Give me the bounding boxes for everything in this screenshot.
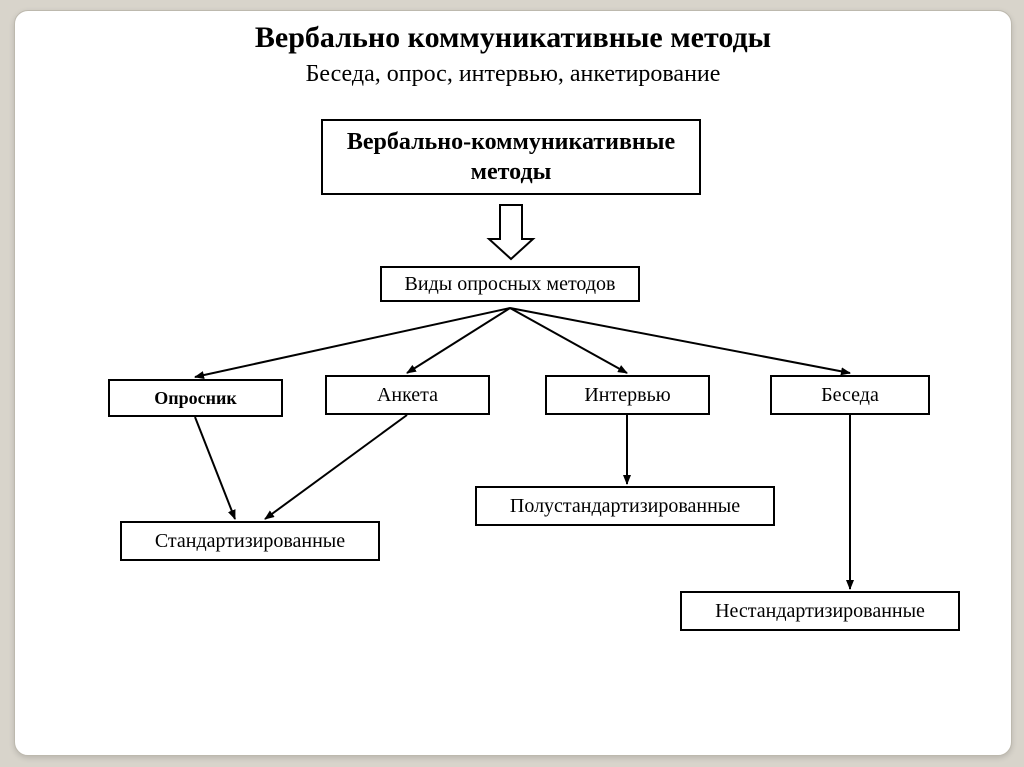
node-interview-label: Интервью: [584, 383, 670, 408]
node-beseda-label: Беседа: [821, 383, 879, 408]
slide-subtitle: Беседа, опрос, интервью, анкетирование: [15, 61, 1011, 88]
node-types-label: Виды опросных методов: [405, 272, 616, 297]
node-semi: Полустандартизированные: [475, 486, 775, 526]
slide-title: Вербально коммуникативные методы: [15, 21, 1011, 55]
node-types: Виды опросных методов: [380, 266, 640, 302]
node-questionnaire-label: Опросник: [154, 387, 237, 410]
node-standardized-label: Стандартизированные: [155, 529, 345, 554]
node-root-line2: методы: [347, 157, 675, 187]
slide-frame: Вербально коммуникативные методы Беседа,…: [14, 10, 1012, 756]
node-nonstd: Нестандартизированные: [680, 591, 960, 631]
node-nonstd-label: Нестандартизированные: [715, 599, 925, 624]
node-interview: Интервью: [545, 375, 710, 415]
node-standardized: Стандартизированные: [120, 521, 380, 561]
node-questionnaire: Опросник: [108, 379, 283, 417]
node-root-line1: Вербально-коммуникативные: [347, 127, 675, 157]
node-beseda: Беседа: [770, 375, 930, 415]
node-semi-label: Полустандартизированные: [510, 494, 740, 519]
node-anketa-label: Анкета: [377, 383, 438, 408]
node-root: Вербально-коммуникативные методы: [321, 119, 701, 195]
node-anketa: Анкета: [325, 375, 490, 415]
